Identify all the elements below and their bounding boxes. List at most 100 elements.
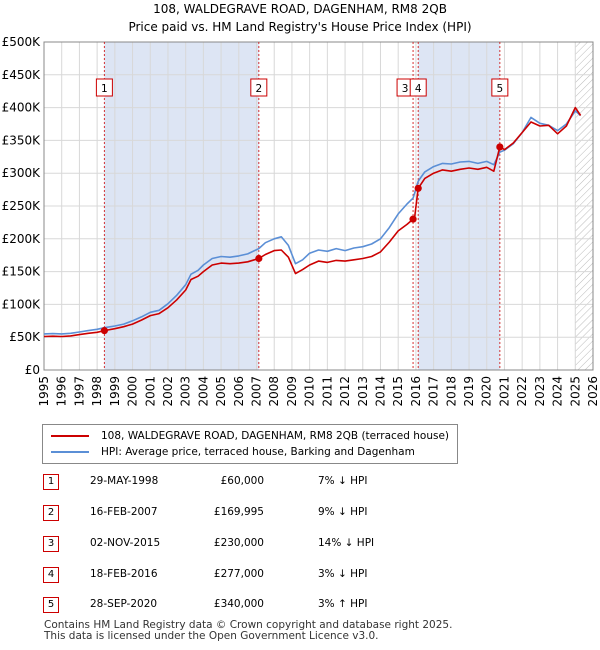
x-tick-label: 1996 <box>55 376 69 407</box>
sale-date: 16-FEB-2007 <box>90 506 158 518</box>
sale-number-box-frame <box>409 78 427 97</box>
x-tick-label: 1998 <box>90 376 104 407</box>
sale-point <box>414 184 422 192</box>
x-tick-label: 2001 <box>143 376 157 407</box>
sale-row: 1 29-MAY-1998 £60,000 7% ↓ HPI <box>42 474 462 492</box>
series-line-hpi <box>43 110 582 335</box>
chart-title-line2: Price paid vs. HM Land Registry's House … <box>128 20 471 34</box>
x-tick-label: 2007 <box>250 376 264 407</box>
sale-point <box>409 215 417 223</box>
sale-point <box>100 327 108 335</box>
x-tick-label: 2018 <box>444 376 458 407</box>
x-tick-label: 2019 <box>462 376 476 407</box>
x-tick-label: 2003 <box>179 376 193 407</box>
sale-number-box: 5 <box>491 78 509 97</box>
legend-line-property <box>51 435 89 437</box>
sale-price: £230,000 <box>213 537 264 549</box>
sale-date: 18-FEB-2016 <box>90 568 158 580</box>
sale-number-badge: 4 <box>43 567 59 583</box>
x-tick-label: 2013 <box>356 376 370 407</box>
sale-row: 2 16-FEB-2007 £169,995 9% ↓ HPI <box>42 505 462 523</box>
sale-row: 5 28-SEP-2020 £340,000 3% ↑ HPI <box>42 597 462 615</box>
sale-hpi-diff: 3% ↓ HPI <box>318 568 368 580</box>
legend-item-property: 108, WALDEGRAVE ROAD, DAGENHAM, RM8 2QB … <box>51 428 449 444</box>
y-tick-label: £0 <box>25 363 40 377</box>
sale-number-box: 2 <box>250 78 268 97</box>
sale-date: 28-SEP-2020 <box>90 598 158 610</box>
legend-label-property: 108, WALDEGRAVE ROAD, DAGENHAM, RM8 2QB … <box>101 430 450 442</box>
sale-number-badge: 1 <box>43 474 59 490</box>
x-tick-label: 2016 <box>409 376 423 407</box>
x-tick-label: 2020 <box>480 376 494 407</box>
y-tick-label: £100K <box>2 297 42 311</box>
x-tick-label: 2010 <box>303 376 317 407</box>
chart-title-line1: 108, WALDEGRAVE ROAD, DAGENHAM, RM8 2QB <box>153 2 447 16</box>
sale-number-box-frame <box>95 78 113 97</box>
x-tick-label: 1997 <box>72 376 86 407</box>
footer-line-1: Contains HM Land Registry data © Crown c… <box>44 619 453 631</box>
x-tick-label: 2024 <box>551 376 565 407</box>
sale-number-badge: 2 <box>43 505 59 521</box>
x-tick-label: 2022 <box>515 376 529 407</box>
sale-number-label: 2 <box>255 83 262 95</box>
sale-point <box>496 143 504 151</box>
sale-number-box: 1 <box>95 78 113 97</box>
x-tick-label: 2005 <box>214 376 228 407</box>
sale-hpi-diff: 14% ↓ HPI <box>318 537 375 549</box>
chart-legend: 108, WALDEGRAVE ROAD, DAGENHAM, RM8 2QB … <box>42 424 458 464</box>
x-tick-label: 2014 <box>373 376 387 407</box>
sale-number-label: 1 <box>101 83 108 95</box>
sale-date: 02-NOV-2015 <box>90 537 161 549</box>
x-tick-label: 2011 <box>320 376 334 407</box>
legend-line-hpi <box>51 451 89 453</box>
y-tick-label: £50K <box>9 330 41 344</box>
sale-hpi-diff: 7% ↓ HPI <box>318 475 368 487</box>
x-tick-label: 2004 <box>196 376 210 407</box>
sale-price: £169,995 <box>213 506 264 518</box>
sale-point <box>255 254 263 263</box>
x-tick-label: 2023 <box>533 376 547 407</box>
y-tick-label: £200K <box>2 232 42 246</box>
sale-number-box-frame <box>250 78 268 97</box>
sale-number-box-frame <box>491 78 509 97</box>
series-line-property <box>43 106 582 338</box>
x-tick-label: 2026 <box>586 376 600 407</box>
y-tick-label: £250K <box>2 199 42 213</box>
x-tick-label: 1995 <box>37 376 51 407</box>
sale-row: 3 02-NOV-2015 £230,000 14% ↓ HPI <box>42 536 462 554</box>
x-tick-label: 2012 <box>338 376 352 407</box>
sale-price: £60,000 <box>220 475 264 487</box>
y-tick-label: £350K <box>2 133 42 147</box>
legend-label-hpi: HPI: Average price, terraced house, Bark… <box>101 446 415 458</box>
x-tick-label: 2021 <box>497 376 511 407</box>
sale-number-badge: 5 <box>43 597 59 613</box>
sale-date: 29-MAY-1998 <box>90 475 159 487</box>
x-tick-label: 2006 <box>232 376 246 407</box>
plot-frame <box>43 41 594 371</box>
sale-price: £277,000 <box>213 568 264 580</box>
x-tick-label: 2002 <box>161 376 175 407</box>
x-tick-label: 2009 <box>285 376 299 407</box>
y-tick-label: £300K <box>2 166 42 180</box>
x-tick-label: 2025 <box>568 376 582 407</box>
sale-row: 4 18-FEB-2016 £277,000 3% ↓ HPI <box>42 567 462 585</box>
sale-hpi-diff: 9% ↓ HPI <box>318 506 368 518</box>
x-tick-label: 2008 <box>267 376 281 407</box>
price-chart: 108, WALDEGRAVE ROAD, DAGENHAM, RM8 2QB … <box>2 2 600 407</box>
sale-number-badge: 3 <box>43 536 59 552</box>
y-tick-label: £450K <box>2 68 42 82</box>
sale-number-box: 4 <box>409 78 427 97</box>
sale-hpi-diff: 3% ↑ HPI <box>318 598 368 610</box>
sale-number-label: 5 <box>497 83 504 95</box>
sale-number-label: 3 <box>402 83 409 95</box>
sale-price: £340,000 <box>213 598 264 610</box>
sale-number-label: 4 <box>415 83 422 95</box>
x-tick-label: 1999 <box>108 376 122 407</box>
x-tick-label: 2017 <box>427 376 441 407</box>
x-tick-label: 2015 <box>391 376 405 407</box>
footer-line-2: This data is licensed under the Open Gov… <box>44 630 379 642</box>
y-tick-label: £150K <box>2 265 42 279</box>
y-tick-label: £400K <box>2 101 42 115</box>
footer-attribution: Contains HM Land Registry data © Crown c… <box>44 620 452 642</box>
y-tick-label: £500K <box>2 35 42 49</box>
